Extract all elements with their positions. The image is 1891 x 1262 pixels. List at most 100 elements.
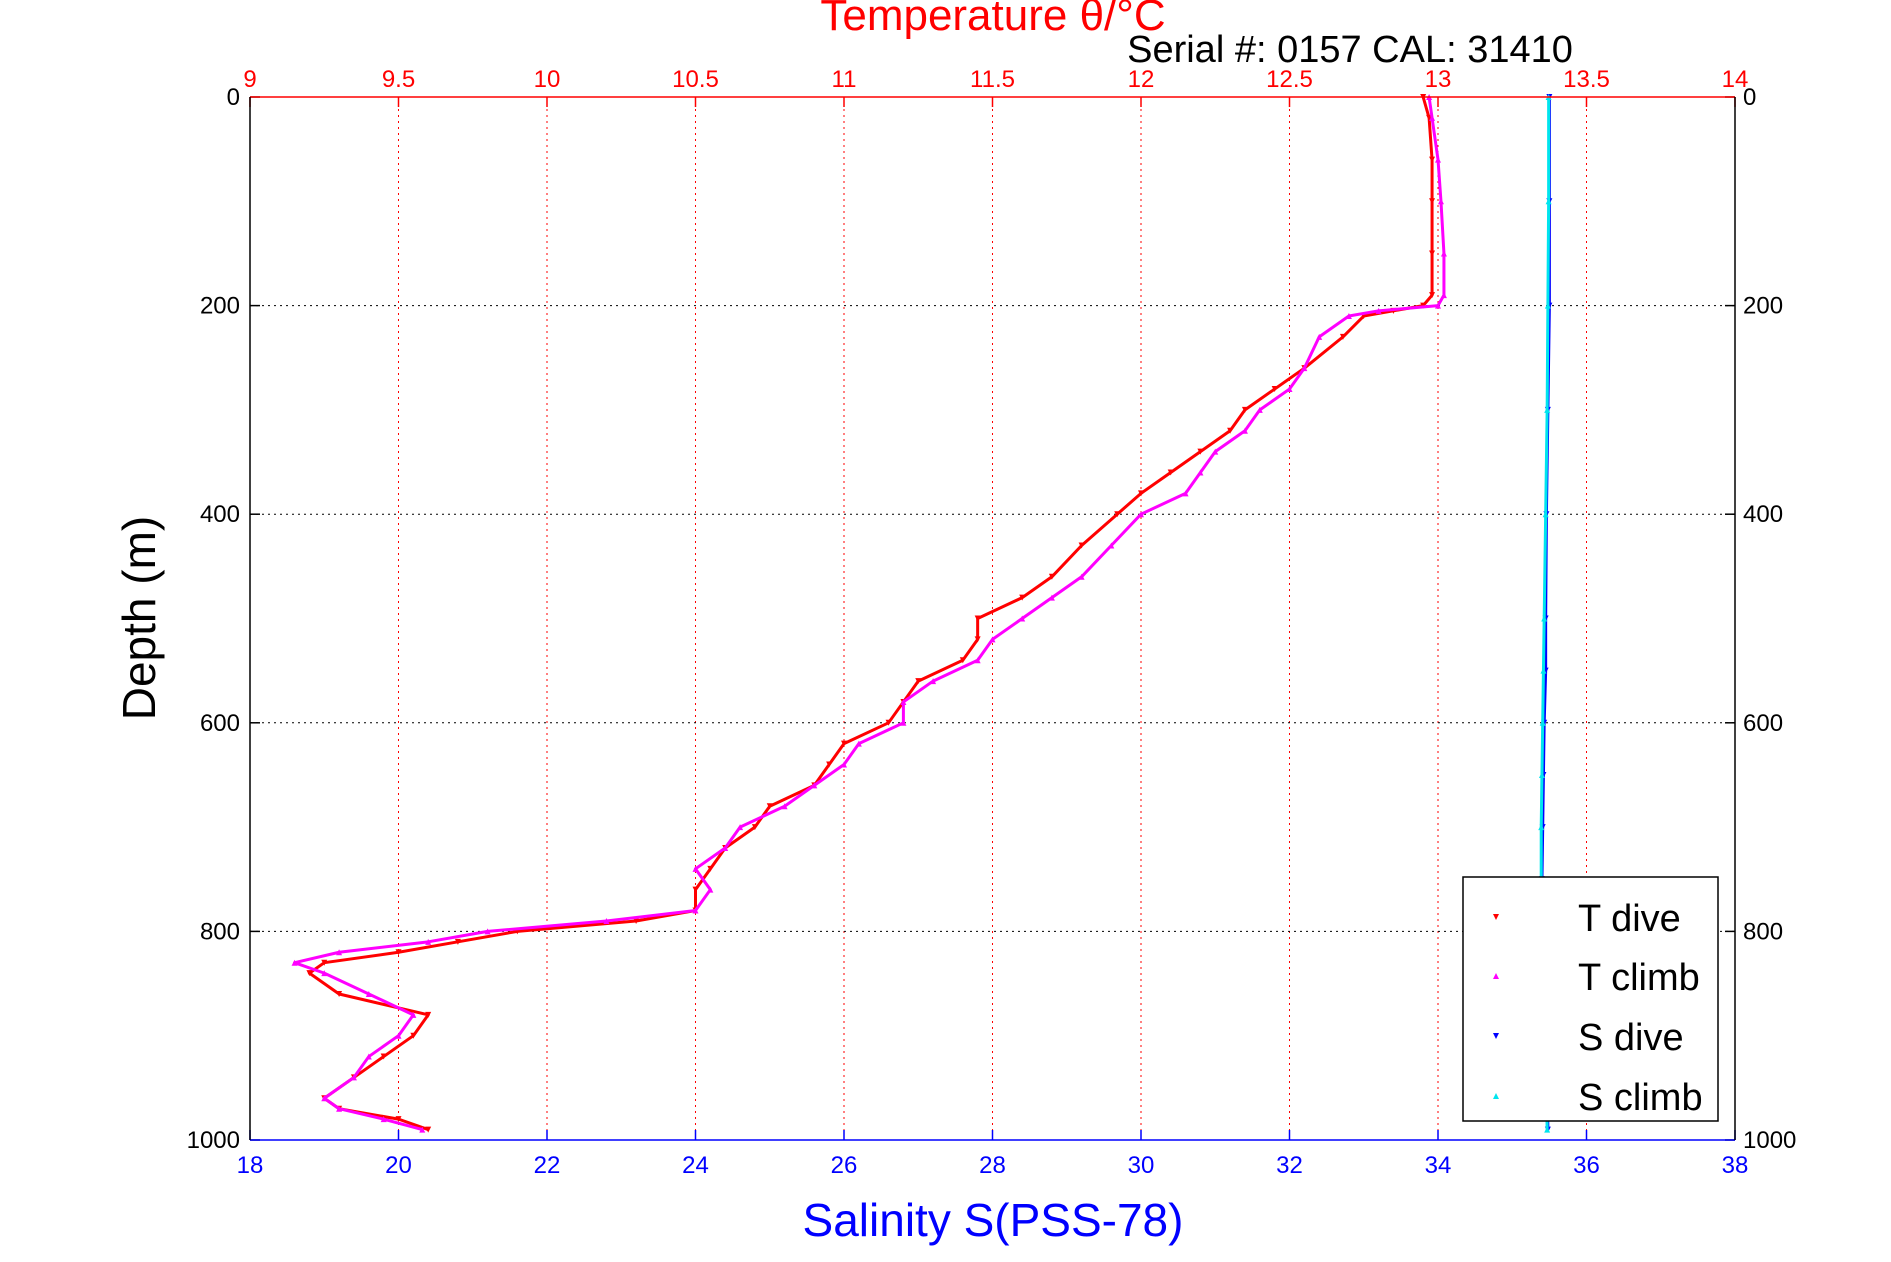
data-point — [321, 970, 328, 977]
data-point — [1429, 250, 1436, 257]
chart-subtitle: Serial #: 0157 CAL: 31410 — [1127, 29, 1573, 71]
data-point — [1019, 615, 1026, 622]
data-point — [1540, 667, 1547, 674]
data-point — [811, 782, 818, 789]
data-point — [1241, 406, 1248, 413]
legend-marker — [1493, 1033, 1499, 1039]
y-tick-label-left: 0 — [227, 84, 240, 111]
data-point — [915, 678, 922, 685]
data-point — [1539, 719, 1546, 726]
data-point — [1286, 386, 1293, 393]
data-point — [1538, 771, 1545, 778]
data-point — [855, 740, 862, 747]
top-tick-label: 14 — [1722, 66, 1749, 93]
data-point — [1544, 302, 1551, 309]
y-tick-label-left: 600 — [200, 710, 240, 737]
legend-label: T climb — [1578, 957, 1700, 999]
data-point — [1241, 427, 1248, 434]
data-point — [1078, 542, 1085, 549]
data-point — [1301, 365, 1308, 372]
data-point — [395, 1032, 402, 1039]
data-point — [841, 740, 847, 747]
data-point — [1429, 198, 1436, 205]
data-point — [380, 1053, 387, 1060]
data-point — [1316, 333, 1323, 340]
data-point — [419, 1126, 426, 1133]
data-point — [425, 938, 432, 945]
data-point — [707, 865, 714, 872]
data-point — [1212, 448, 1219, 455]
data-point — [425, 1011, 432, 1018]
data-point — [930, 678, 937, 685]
data-point — [633, 917, 640, 924]
data-point — [1138, 511, 1144, 518]
data-point — [1435, 156, 1441, 163]
data-point — [974, 636, 981, 643]
data-point — [1345, 313, 1352, 320]
y-tick-label-left: 200 — [200, 293, 240, 320]
data-point — [1078, 573, 1085, 580]
data-point — [365, 990, 372, 997]
chart-title: Temperature θ/°C — [820, 0, 1165, 40]
data-point — [826, 761, 833, 768]
top-tick-label: 9 — [243, 66, 256, 93]
data-point — [425, 1126, 432, 1133]
data-point — [306, 970, 313, 977]
y-tick-label-left: 800 — [200, 918, 240, 945]
legend-label: T dive — [1578, 898, 1681, 940]
data-point — [1541, 615, 1548, 622]
data-point — [692, 907, 699, 914]
data-point — [900, 719, 907, 726]
data-point — [1429, 292, 1436, 299]
y-tick-label-right: 0 — [1743, 84, 1756, 111]
data-point — [1538, 824, 1545, 831]
data-point — [1440, 292, 1447, 299]
data-point — [1227, 427, 1234, 434]
data-point — [291, 959, 298, 966]
data-point — [692, 865, 699, 872]
data-point — [1544, 1126, 1551, 1133]
data-point — [1544, 406, 1551, 413]
data-point — [1048, 594, 1055, 601]
y-tick-label-left: 1000 — [187, 1127, 240, 1154]
data-point — [1435, 302, 1441, 309]
legend-marker — [1493, 1093, 1499, 1099]
top-tick-label: 10.5 — [672, 66, 719, 93]
axes: 9 9.5 10 10.5 11 11.5 12 12.5 13 13.5 14 18 20 22 24 26… — [187, 66, 1797, 1179]
bottom-tick-label: 20 — [385, 1152, 412, 1179]
top-tick-label: 11 — [832, 66, 857, 93]
data-point — [410, 1032, 417, 1039]
data-point — [1108, 542, 1115, 549]
bottom-tick-label: 32 — [1276, 1152, 1303, 1179]
y-tick-label-right: 400 — [1743, 501, 1783, 528]
data-point — [350, 1074, 357, 1081]
data-point — [974, 615, 981, 622]
data-point — [1375, 307, 1382, 314]
bottom-tick-label: 36 — [1573, 1152, 1600, 1179]
series-t-climb — [291, 94, 1447, 1133]
data-point — [1256, 406, 1263, 413]
top-tick-label: 12.5 — [1266, 66, 1313, 93]
data-point — [395, 949, 402, 956]
data-point — [1048, 573, 1055, 580]
legend-label: S dive — [1578, 1017, 1684, 1059]
bottom-tick-label: 22 — [534, 1152, 561, 1179]
data-point — [1440, 250, 1447, 257]
data-point — [603, 917, 610, 924]
data-point — [1271, 386, 1278, 393]
data-point — [321, 959, 328, 966]
data-point — [1019, 594, 1026, 601]
data-point — [707, 886, 714, 893]
data-point — [974, 657, 981, 664]
data-point — [1197, 469, 1204, 476]
data-point — [1197, 448, 1204, 455]
y-tick-label-left: 400 — [200, 501, 240, 528]
bottom-tick-label: 38 — [1722, 1152, 1749, 1179]
data-point — [410, 1011, 417, 1018]
data-point — [692, 886, 699, 893]
data-point — [1339, 333, 1346, 340]
bottom-tick-label: 24 — [682, 1152, 709, 1179]
data-point — [336, 990, 343, 997]
data-point — [1429, 114, 1436, 121]
